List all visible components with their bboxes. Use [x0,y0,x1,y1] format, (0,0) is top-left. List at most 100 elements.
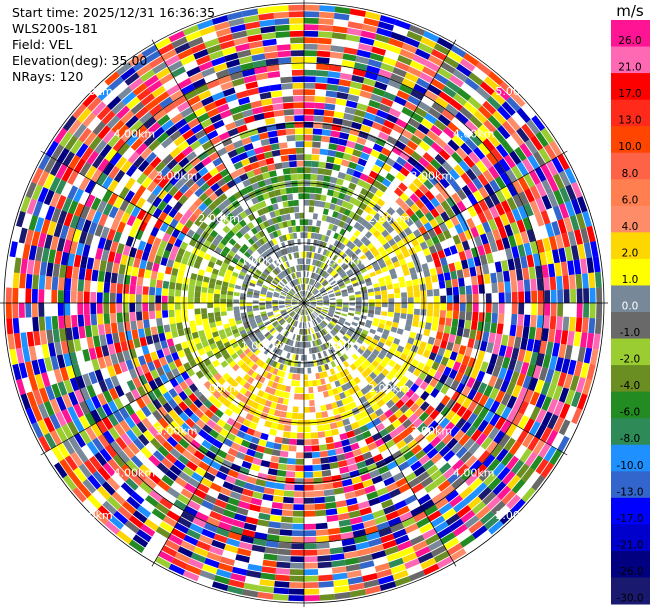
range-gate [393,363,402,372]
range-gate [461,259,469,270]
range-gate [381,368,390,377]
range-gate [398,414,408,424]
range-gate [472,525,488,539]
range-gate [339,329,346,336]
range-gate [526,338,535,352]
range-gate [317,31,333,38]
range-gate [522,158,535,173]
range-gate [363,359,371,367]
range-gate [396,271,404,278]
range-gate [304,37,318,44]
range-gate [491,91,506,106]
range-gate [381,294,388,299]
range-gate [155,310,162,319]
range-gate [393,312,401,319]
range-gate [329,305,336,308]
range-gate [362,296,369,300]
range-gate [456,200,467,212]
range-gate [498,344,507,357]
range-gate [335,309,342,313]
range-gate [327,355,334,362]
range-gate [412,278,419,286]
range-gate [71,278,78,292]
range-gate [458,277,465,287]
range-gate [292,406,299,413]
range-gate [233,299,240,303]
range-gate [530,135,544,151]
range-gate [506,409,518,423]
range-gate [310,174,318,181]
range-gate [375,331,383,337]
range-gate [391,321,399,328]
range-gate [340,66,354,75]
range-gate [365,375,374,384]
range-gate [318,24,334,32]
range-gate [288,445,297,452]
range-gate [582,273,589,289]
range-gate [361,341,369,349]
range-gate [378,277,385,283]
range-gate [349,356,356,363]
range-gate [372,179,382,189]
range-gate [426,309,433,317]
range-gate [377,352,386,360]
range-gate [368,99,381,109]
range-gate [383,119,396,130]
range-gate [104,271,112,283]
range-gate [378,131,390,141]
range-gate [532,253,541,267]
range-gate [355,297,362,301]
range-gate [435,402,446,413]
range-gate [296,439,304,446]
range-gate [316,542,330,549]
range-gate [131,266,139,277]
range-gate [321,129,332,137]
range-gate [318,444,328,451]
range-gate [338,318,345,324]
range-gate [396,90,410,101]
range-gate [365,406,375,415]
range-gate [439,417,450,429]
range-gate [314,399,321,406]
range-gate [44,289,51,303]
range-gate [325,243,331,250]
range-gate [394,303,401,309]
range-gate [286,464,296,471]
range-gate [298,393,304,400]
range-gate [493,162,505,176]
range-gate [517,280,524,292]
range-gate [393,287,401,294]
range-gate [474,463,487,478]
range-gate [343,47,358,55]
range-gate [369,257,377,264]
range-gate [372,87,386,97]
range-gate [469,477,483,491]
range-gate [329,51,344,59]
range-gate [421,95,435,107]
range-gate [304,115,314,122]
range-gate [389,368,398,377]
range-gate [445,207,456,219]
range-gate [239,306,246,310]
range-gate [304,238,308,245]
range-gate [523,242,533,256]
range-gate [51,276,59,291]
range-gate [319,314,325,319]
range-gate [455,176,467,189]
range-gate [366,65,381,75]
range-gate [301,354,304,361]
range-gate [220,298,227,303]
range-gate [401,466,414,477]
range-gate [80,337,88,351]
range-gate [239,303,246,307]
range-gate [437,479,451,492]
range-gate [395,172,406,182]
range-gate [150,326,158,336]
range-gate [401,129,414,140]
range-gate [535,182,547,198]
range-gate [333,585,350,594]
range-gate [330,217,337,225]
range-gate [90,313,98,326]
range-gate [287,458,296,465]
range-gate [379,238,388,246]
